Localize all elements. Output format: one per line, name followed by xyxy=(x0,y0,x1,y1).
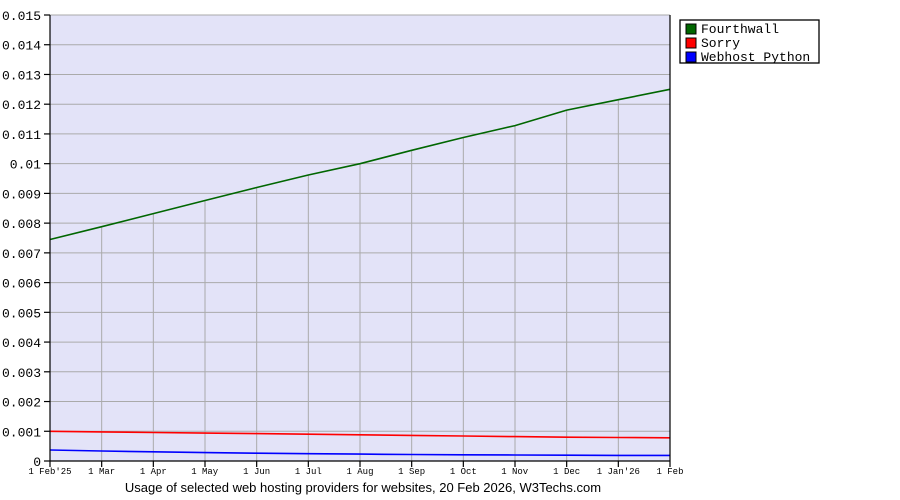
svg-text:1 Oct: 1 Oct xyxy=(450,467,477,477)
svg-text:1 May: 1 May xyxy=(191,467,219,477)
svg-text:1 Nov: 1 Nov xyxy=(501,467,529,477)
svg-text:Usage of selected web hosting: Usage of selected web hosting providers … xyxy=(125,480,601,495)
svg-text:1 Aug: 1 Aug xyxy=(346,467,373,477)
svg-text:Fourthwall: Fourthwall xyxy=(701,22,779,37)
svg-text:0.014: 0.014 xyxy=(2,39,41,54)
svg-text:0.004: 0.004 xyxy=(2,336,41,351)
svg-text:1 Dec: 1 Dec xyxy=(553,467,580,477)
svg-text:1 Feb'25: 1 Feb'25 xyxy=(28,467,71,477)
svg-text:0.008: 0.008 xyxy=(2,217,41,232)
svg-text:0.005: 0.005 xyxy=(2,306,41,321)
svg-text:0.009: 0.009 xyxy=(2,187,41,202)
svg-text:1 Jun: 1 Jun xyxy=(243,467,270,477)
svg-text:1 Feb: 1 Feb xyxy=(656,467,683,477)
svg-text:1 Jul: 1 Jul xyxy=(295,467,322,477)
svg-text:0.002: 0.002 xyxy=(2,396,41,411)
svg-text:Sorry: Sorry xyxy=(701,36,740,51)
svg-text:1 Sep: 1 Sep xyxy=(398,467,425,477)
svg-text:1 Jan'26: 1 Jan'26 xyxy=(597,467,640,477)
svg-text:0.011: 0.011 xyxy=(2,128,41,143)
svg-text:Webhost Python: Webhost Python xyxy=(701,50,810,65)
svg-text:0.006: 0.006 xyxy=(2,277,41,292)
svg-text:1 Apr: 1 Apr xyxy=(140,467,167,477)
svg-text:0.012: 0.012 xyxy=(2,98,41,113)
svg-text:0.013: 0.013 xyxy=(2,68,41,83)
svg-text:0.003: 0.003 xyxy=(2,366,41,381)
svg-text:1 Mar: 1 Mar xyxy=(88,467,115,477)
svg-text:0.01: 0.01 xyxy=(10,158,41,173)
svg-text:0.007: 0.007 xyxy=(2,247,41,262)
svg-text:0.001: 0.001 xyxy=(2,425,41,440)
svg-text:0.015: 0.015 xyxy=(2,9,41,24)
